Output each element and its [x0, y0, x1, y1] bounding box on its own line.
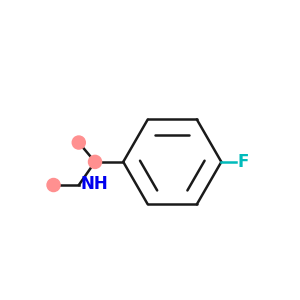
Circle shape [47, 178, 60, 192]
Text: NH: NH [80, 175, 108, 193]
Circle shape [72, 136, 85, 149]
Text: F: F [237, 153, 248, 171]
Circle shape [88, 155, 102, 168]
